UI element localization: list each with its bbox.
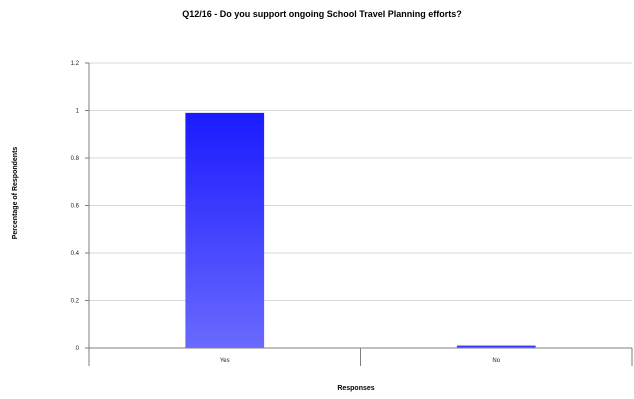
gridlines	[89, 62, 632, 301]
y-axis-title: Percentage of Respondents	[12, 147, 19, 240]
chart-title: Q12/16 - Do you support ongoing School T…	[182, 9, 462, 19]
y-tick-labels: 0 0.2 0.4 0.6 0.8 1 1.2	[71, 61, 80, 352]
y-tick-label: 0.4	[71, 251, 80, 257]
bars	[185, 112, 536, 348]
y-tick-label: 1.2	[71, 61, 80, 67]
bar-no	[456, 345, 536, 348]
y-tick-label: 0.8	[71, 156, 80, 162]
y-tick-label: 1	[76, 109, 80, 115]
axes	[85, 62, 633, 366]
bar-yes	[185, 112, 265, 348]
y-tick-label: 0	[76, 346, 80, 352]
x-tick-label: Yes	[220, 358, 230, 364]
x-axis-title: Responses	[337, 385, 374, 392]
y-tick-label: 0.6	[71, 204, 80, 210]
x-tick-label: No	[492, 358, 500, 364]
x-tick-labels: Yes No	[220, 358, 501, 364]
y-tick-label: 0.2	[71, 299, 80, 305]
